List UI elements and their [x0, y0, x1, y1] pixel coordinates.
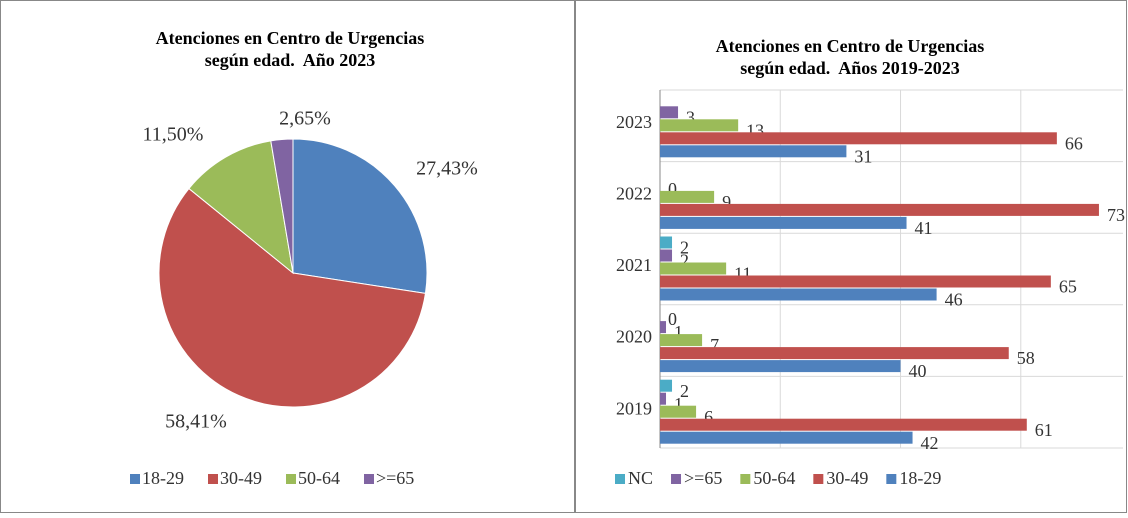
data-label: 58	[1017, 348, 1035, 368]
data-label: 2	[680, 251, 689, 271]
data-label: 1	[674, 394, 683, 414]
bar	[660, 119, 739, 132]
bar	[660, 145, 847, 158]
y-tick-label: 2020	[616, 327, 652, 347]
bar	[660, 431, 913, 444]
data-label: 73	[1107, 205, 1125, 225]
data-label: 46	[945, 290, 963, 310]
legend-label: 50-64	[298, 468, 340, 488]
data-label: 27,43%	[416, 158, 478, 180]
data-label: 65	[1059, 277, 1077, 297]
bar	[660, 321, 667, 334]
bar	[660, 288, 937, 301]
pie-slice	[270, 138, 294, 274]
pie-slice	[188, 140, 294, 275]
legend-swatch	[740, 474, 751, 484]
legend-label: 18-29	[142, 468, 184, 488]
data-label: 66	[1065, 133, 1083, 153]
legend-swatch	[615, 474, 625, 484]
pie-slice	[292, 138, 428, 294]
bar-chart: Atenciones en Centro de Urgencias según e…	[615, 36, 1125, 488]
legend-label: NC	[628, 468, 653, 488]
legend-swatch	[286, 474, 296, 484]
bar	[660, 418, 1027, 431]
legend-label: 18-29	[899, 468, 941, 488]
data-label: 58,41%	[165, 411, 227, 433]
bar	[660, 262, 727, 275]
legend-swatch	[364, 474, 374, 484]
pie-chart: Atenciones en Centro de Urgencias según e…	[130, 28, 478, 488]
bar	[660, 334, 703, 347]
bar	[660, 106, 679, 119]
data-label: 1	[674, 322, 683, 342]
data-label: 31	[854, 146, 872, 166]
bar	[660, 347, 1009, 360]
data-label: 3	[686, 107, 695, 127]
y-tick-label: 2021	[616, 255, 652, 275]
data-label: 9	[722, 192, 731, 212]
bar	[660, 405, 697, 418]
legend-label: 30-49	[220, 468, 262, 488]
data-label: 0	[668, 309, 677, 329]
data-label: 2,65%	[279, 108, 331, 130]
legend-swatch	[130, 474, 140, 484]
legend-swatch	[813, 474, 824, 484]
chart-title: Atenciones en Centro de Urgencias según e…	[156, 28, 425, 70]
data-label: 40	[909, 361, 927, 381]
legend-swatch	[886, 474, 897, 484]
bar	[660, 379, 673, 392]
data-label: 41	[915, 218, 933, 238]
pie-slice	[158, 187, 427, 408]
bar	[660, 190, 715, 203]
y-tick-label: 2019	[616, 398, 652, 418]
data-label: 61	[1035, 420, 1053, 440]
legend-swatch	[208, 474, 218, 484]
legend-label: >=65	[376, 468, 414, 488]
chart-title: Atenciones en Centro de Urgencias según e…	[716, 36, 985, 78]
data-label: 6	[704, 407, 713, 427]
data-label: 0	[668, 179, 677, 199]
data-label: 11,50%	[143, 124, 204, 146]
bar	[660, 236, 673, 249]
y-tick-label: 2022	[616, 184, 652, 204]
bar	[660, 392, 667, 405]
bar	[660, 132, 1057, 145]
bar	[660, 216, 907, 229]
legend-swatch	[671, 474, 682, 484]
legend-label: >=65	[684, 468, 722, 488]
bar	[660, 203, 1099, 216]
data-label: 2	[680, 238, 689, 258]
y-tick-label: 2023	[616, 112, 652, 132]
data-label: 7	[710, 335, 719, 355]
data-label: 2	[680, 381, 689, 401]
data-label: 42	[921, 433, 939, 453]
bar	[660, 249, 673, 262]
legend-label: 50-64	[753, 468, 795, 488]
bar	[660, 360, 901, 373]
legend-label: 30-49	[826, 468, 868, 488]
bar	[660, 275, 1051, 288]
